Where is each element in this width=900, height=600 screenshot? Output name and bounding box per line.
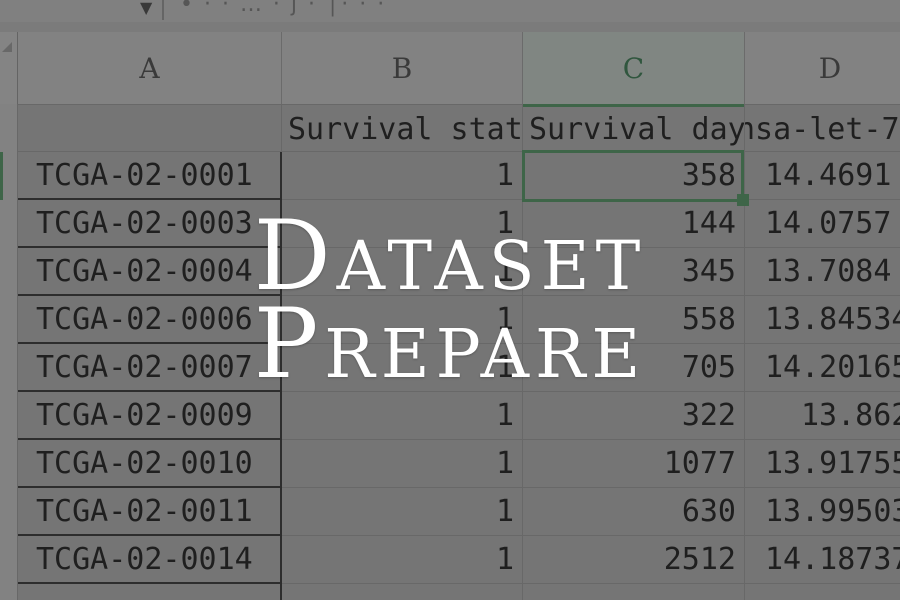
row-header[interactable] xyxy=(0,536,18,585)
survival-day-cell[interactable]: 705 xyxy=(523,344,745,392)
sample-id-cell[interactable] xyxy=(18,584,282,600)
survival-state-cell[interactable]: 1 xyxy=(282,440,523,488)
column-title-survival-day[interactable]: Survival day xyxy=(523,104,745,152)
formula-bar: ▼ • · · … · j · │· · · xyxy=(0,0,900,23)
fill-handle[interactable] xyxy=(737,194,749,206)
chevron-down-icon[interactable]: ▼ xyxy=(140,0,153,17)
sample-id-cell[interactable]: TCGA-02-0004 xyxy=(18,248,282,296)
name-box[interactable]: ▼ xyxy=(0,0,164,20)
sample-id-cell[interactable]: TCGA-02-0003 xyxy=(18,200,282,248)
survival-state-cell[interactable]: 1 xyxy=(282,392,523,440)
row-header-active[interactable] xyxy=(0,152,18,201)
column-header-a[interactable]: A xyxy=(18,32,282,105)
survival-day-cell[interactable]: 1077 xyxy=(523,440,745,488)
expression-cell[interactable]: 13.862 xyxy=(745,392,900,440)
survival-state-cell[interactable]: 1 xyxy=(282,248,523,296)
survival-state-cell[interactable]: 1 xyxy=(282,344,523,392)
column-header-c[interactable]: C xyxy=(523,32,745,107)
table-cell[interactable] xyxy=(18,104,282,152)
table-cell[interactable] xyxy=(745,584,900,600)
sample-id-cell[interactable]: TCGA-02-0006 xyxy=(18,296,282,344)
survival-day-cell[interactable]: 2512 xyxy=(523,536,745,584)
row-header[interactable] xyxy=(0,104,18,153)
survival-day-cell[interactable]: 144 xyxy=(523,200,745,248)
survival-day-cell[interactable]: 345 xyxy=(523,248,745,296)
sample-id-cell[interactable]: TCGA-02-0009 xyxy=(18,392,282,440)
expression-cell[interactable]: 14.20165 xyxy=(745,344,900,392)
column-header-d[interactable]: D xyxy=(745,32,900,105)
row-header[interactable] xyxy=(0,488,18,537)
column-title-survival-state[interactable]: Survival state xyxy=(282,104,523,152)
expression-cell[interactable]: 13.99503 xyxy=(745,488,900,536)
expression-cell[interactable]: 13.84534 xyxy=(745,296,900,344)
sample-id-cell[interactable]: TCGA-02-0014 xyxy=(18,536,282,584)
survival-state-cell[interactable]: 1 xyxy=(282,536,523,584)
row-header[interactable] xyxy=(0,392,18,441)
row-header[interactable] xyxy=(0,584,18,600)
sample-id-cell[interactable]: TCGA-02-0011 xyxy=(18,488,282,536)
title-line-2: Prepare xyxy=(253,288,647,400)
expression-cell[interactable]: 14.18737 xyxy=(745,536,900,584)
expression-cell[interactable]: 14.4691 xyxy=(745,152,900,200)
survival-state-cell[interactable]: 1 xyxy=(282,152,523,200)
expression-cell[interactable]: 13.7084 xyxy=(745,248,900,296)
title-line-1: Dataset xyxy=(253,200,647,312)
toolbar-gap xyxy=(0,22,900,32)
sample-id-cell[interactable]: TCGA-02-0010 xyxy=(18,440,282,488)
survival-day-cell[interactable]: 558 xyxy=(523,296,745,344)
column-header-b[interactable]: B xyxy=(282,32,523,105)
survival-day-cell[interactable]: 322 xyxy=(523,392,745,440)
select-all-icon xyxy=(2,42,12,52)
survival-day-cell[interactable]: 630 xyxy=(523,488,745,536)
column-title-mirna[interactable]: hsa-let-7 xyxy=(745,104,900,152)
active-cell-outline xyxy=(522,150,744,202)
expression-cell[interactable]: 14.0757 xyxy=(745,200,900,248)
table-cell[interactable] xyxy=(282,584,523,600)
survival-state-cell[interactable]: 1 xyxy=(282,488,523,536)
sample-id-cell[interactable]: TCGA-02-0007 xyxy=(18,344,282,392)
survival-state-cell[interactable]: 1 xyxy=(282,200,523,248)
page-title: Dataset Prepare xyxy=(0,208,900,392)
table-cell[interactable] xyxy=(523,584,745,600)
survival-state-cell[interactable]: 1 xyxy=(282,296,523,344)
row-header[interactable] xyxy=(0,440,18,489)
sample-id-cell[interactable]: TCGA-02-0001 xyxy=(18,152,282,200)
expression-cell[interactable]: 13.91755 xyxy=(745,440,900,488)
formula-input[interactable]: • · · … · j · │· · · xyxy=(180,0,387,17)
